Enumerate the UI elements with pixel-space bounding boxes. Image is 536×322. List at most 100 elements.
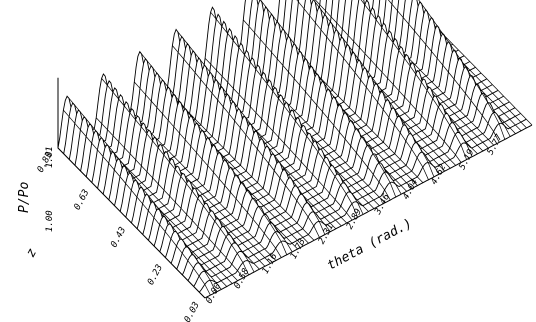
mesh-line-z bbox=[460, 144, 467, 160]
mesh-line-z bbox=[224, 208, 231, 215]
mesh-line-z bbox=[264, 248, 271, 255]
mesh-line-z bbox=[498, 98, 505, 106]
mesh-line-z bbox=[425, 75, 432, 82]
mesh-line-z bbox=[159, 224, 166, 232]
mesh-line-z bbox=[459, 57, 466, 67]
mesh-line-z bbox=[316, 104, 323, 113]
mesh-line-z bbox=[330, 16, 338, 24]
mesh-line-z bbox=[198, 248, 205, 255]
mesh-line-z bbox=[322, 147, 329, 155]
mesh-line-z bbox=[497, 90, 504, 97]
mesh-line-z bbox=[349, 65, 356, 73]
mesh-line-z bbox=[288, 104, 295, 111]
mesh-line-z bbox=[305, 121, 312, 129]
mesh-line-z bbox=[438, 106, 445, 116]
mesh-line-z bbox=[373, 191, 380, 198]
mesh-line-z bbox=[476, 127, 483, 134]
mesh-line-z bbox=[274, 217, 281, 224]
mesh-line-z bbox=[276, 58, 284, 66]
mesh-line-z bbox=[189, 65, 196, 73]
mesh-line-z bbox=[433, 159, 440, 166]
mesh-line-z bbox=[329, 214, 336, 221]
mesh-line-z bbox=[388, 100, 395, 109]
mesh-line-z bbox=[141, 182, 148, 189]
mesh-line-z bbox=[442, 33, 449, 42]
mesh-line-z bbox=[163, 189, 170, 197]
mesh-line-z bbox=[324, 208, 331, 215]
mesh-line-z bbox=[262, 139, 269, 148]
mesh-line-z bbox=[236, 219, 243, 227]
mesh-line-z bbox=[285, 219, 292, 227]
mesh-line-z bbox=[177, 52, 185, 60]
mesh-line-z bbox=[405, 165, 412, 172]
mesh-line-z bbox=[268, 163, 275, 171]
mesh-line-z bbox=[410, 102, 417, 110]
mesh-line-z bbox=[394, 170, 402, 178]
mesh-line-z bbox=[487, 102, 494, 113]
mesh-line-z bbox=[480, 72, 488, 80]
mesh-line-z bbox=[268, 202, 275, 209]
mesh-line-z bbox=[383, 159, 390, 166]
mesh-line-z bbox=[141, 165, 148, 173]
mesh-line-z bbox=[393, 84, 400, 92]
mesh-line-z bbox=[101, 123, 108, 130]
mesh-line-z bbox=[275, 248, 282, 258]
mesh-line-z bbox=[312, 188, 319, 195]
mesh-line-z bbox=[503, 104, 510, 111]
mesh-line-z bbox=[362, 188, 369, 195]
mesh-line-z bbox=[471, 130, 478, 137]
mesh-line-z bbox=[247, 212, 254, 220]
mesh-line-z bbox=[389, 173, 396, 181]
mesh-line-z bbox=[465, 133, 472, 140]
mesh-line-z bbox=[245, 134, 252, 143]
mesh-line-z bbox=[286, 237, 293, 244]
mesh-line-z bbox=[381, 90, 389, 97]
mesh-line-z bbox=[152, 193, 159, 201]
mesh-line-z bbox=[164, 216, 171, 225]
mesh-line-z bbox=[426, 90, 433, 99]
mesh-line-z bbox=[389, 182, 397, 198]
mesh-line-z bbox=[181, 239, 188, 248]
mesh-line-z bbox=[404, 57, 411, 67]
mesh-line-z bbox=[247, 231, 254, 238]
mesh-line-z bbox=[378, 162, 385, 173]
mesh-line-z bbox=[383, 150, 390, 157]
mesh-line-z bbox=[442, 64, 449, 73]
mesh-line-z bbox=[255, 130, 263, 137]
mesh-line-z bbox=[404, 113, 411, 120]
mesh-line-z bbox=[383, 142, 390, 149]
mesh-line-z bbox=[356, 152, 363, 161]
mesh-line-z bbox=[272, 130, 279, 138]
mesh-line-z bbox=[273, 154, 280, 163]
mesh-line-z bbox=[333, 125, 340, 133]
mesh-line-z bbox=[208, 238, 216, 246]
mesh-line-z bbox=[224, 185, 231, 193]
mesh-line-z bbox=[454, 104, 461, 111]
mesh-line-z bbox=[282, 28, 289, 37]
mesh-line-z bbox=[181, 231, 188, 238]
mesh-line-z bbox=[223, 106, 230, 115]
mesh-line-z bbox=[211, 92, 218, 101]
mesh-line-z bbox=[504, 121, 511, 129]
mesh-line-z bbox=[233, 88, 240, 95]
mesh-line-z bbox=[136, 180, 143, 189]
mesh-line-z bbox=[411, 170, 418, 178]
mesh-line-z bbox=[320, 29, 327, 38]
mesh-line-z bbox=[293, 43, 300, 52]
mesh-line-z bbox=[487, 139, 495, 146]
mesh-line-z bbox=[207, 165, 214, 173]
mesh-line-z bbox=[213, 144, 220, 153]
mesh-line-z bbox=[481, 90, 488, 97]
mesh-line-z bbox=[514, 116, 522, 123]
mesh-line-z bbox=[183, 58, 190, 67]
mesh-line-z bbox=[211, 136, 219, 143]
mesh-line-z bbox=[291, 217, 298, 224]
mesh-line-z bbox=[371, 130, 379, 137]
mesh-line-z bbox=[317, 180, 325, 188]
mesh-line-z bbox=[152, 140, 159, 149]
mesh-line-z bbox=[410, 127, 417, 134]
mesh-line-z bbox=[471, 139, 478, 146]
mesh-line-z bbox=[97, 149, 104, 157]
mesh-line-z bbox=[209, 275, 216, 283]
mesh-line-z bbox=[289, 165, 297, 172]
